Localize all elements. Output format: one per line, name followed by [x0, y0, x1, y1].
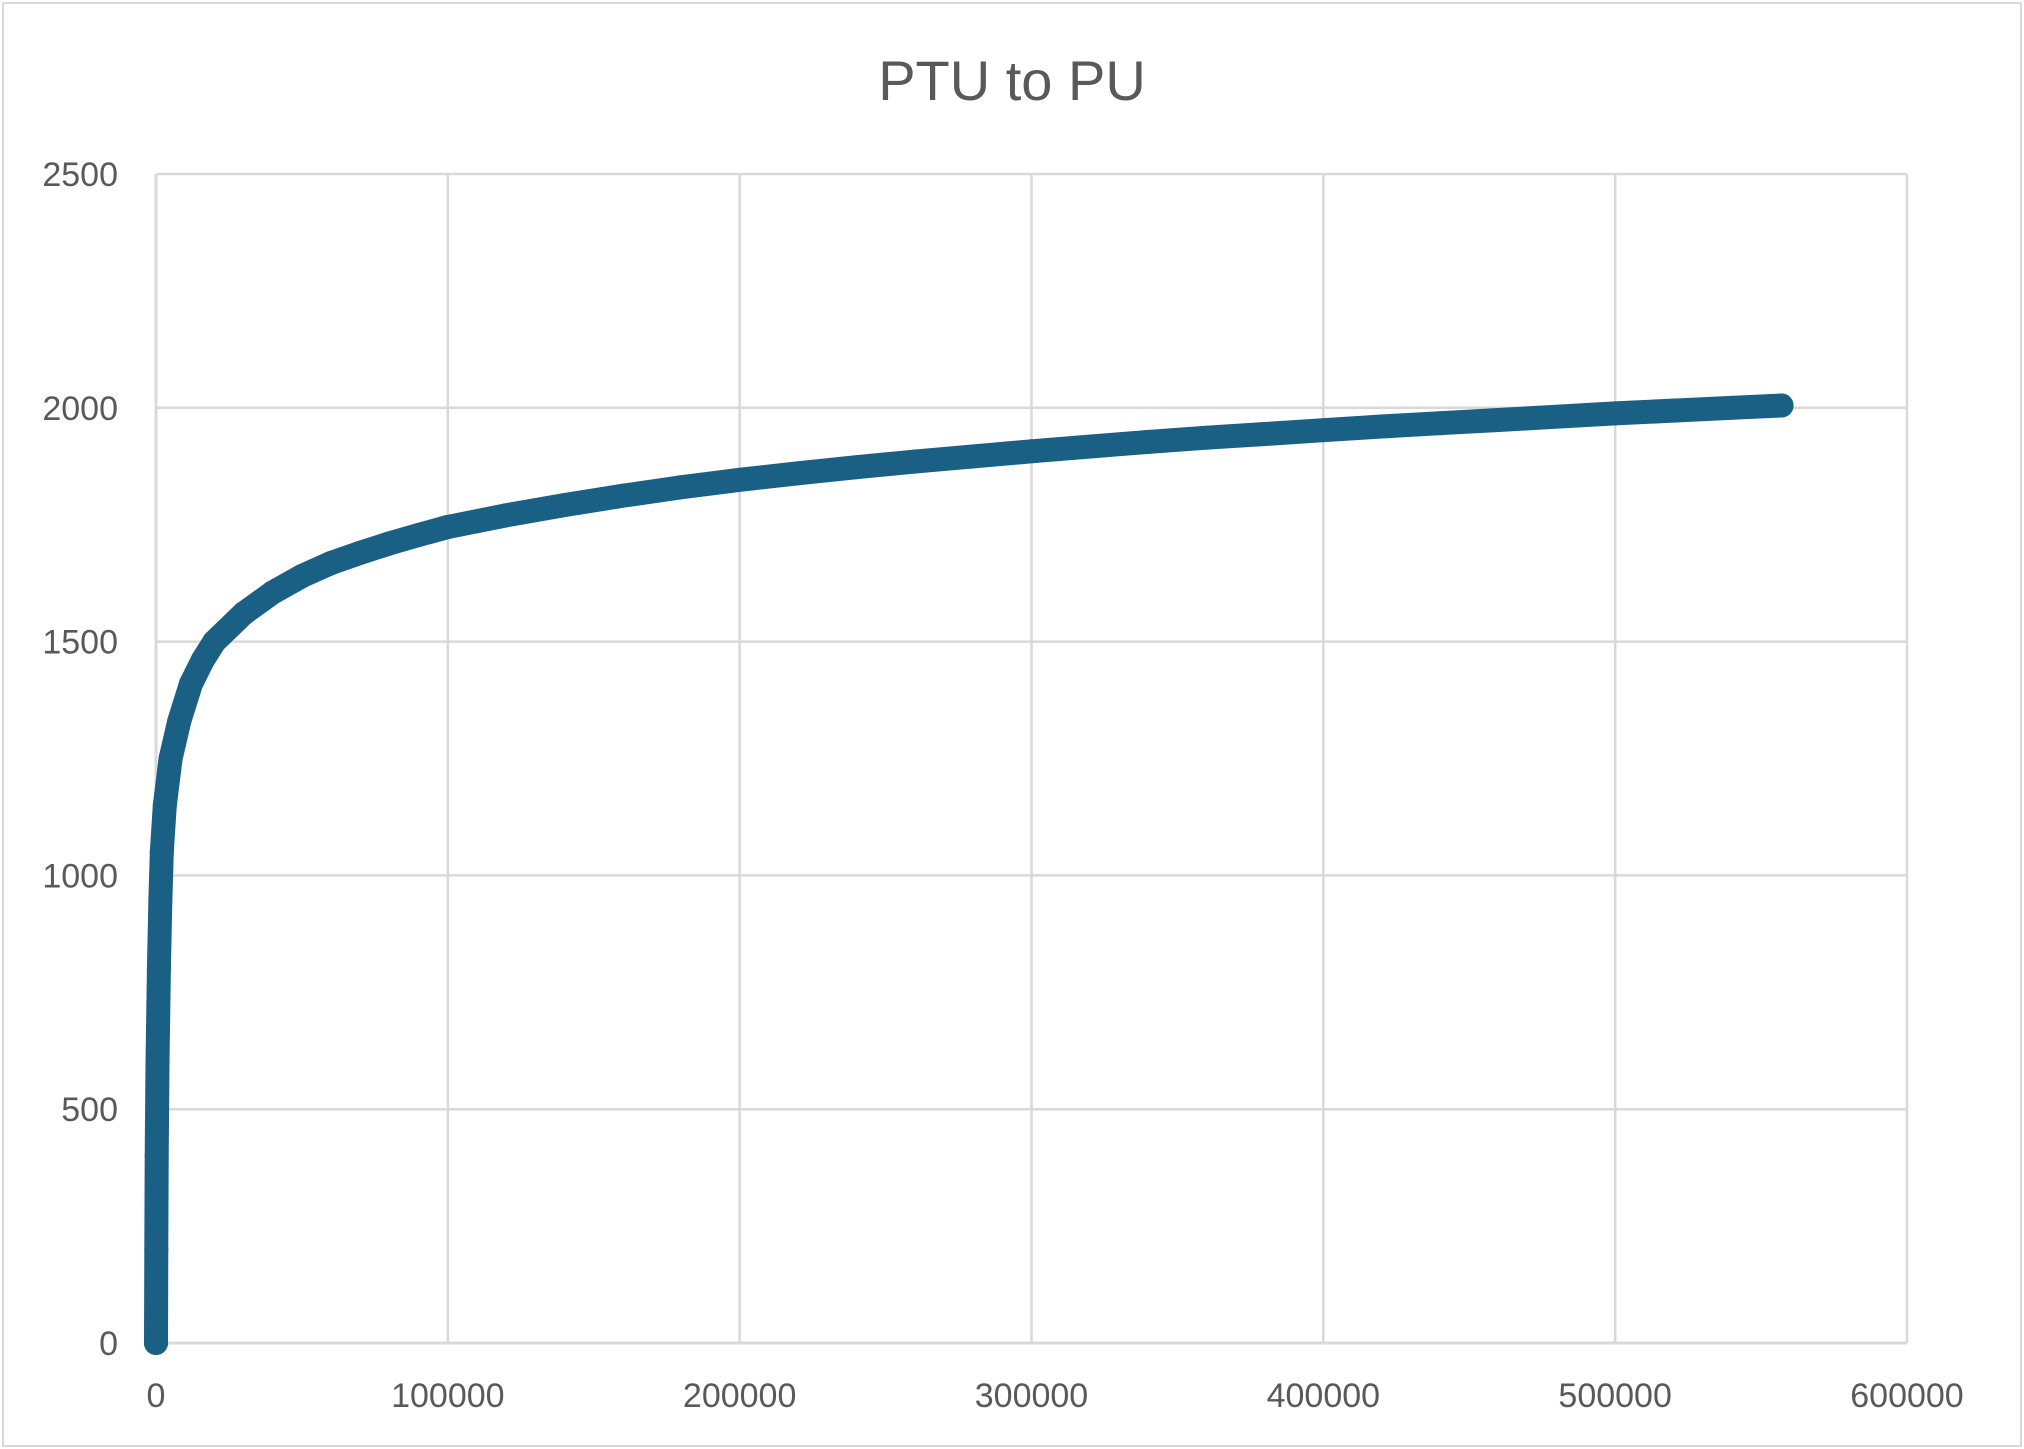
- y-tick-label: 1500: [42, 624, 118, 662]
- data-point: [1194, 425, 1219, 450]
- data-point: [145, 1050, 170, 1075]
- y-tick-label: 1000: [42, 857, 118, 895]
- data-point: [727, 467, 752, 492]
- data-point: [149, 840, 174, 864]
- y-tick-label: 500: [61, 1091, 118, 1129]
- y-tick-label: 2500: [42, 156, 118, 194]
- data-point: [1311, 418, 1336, 443]
- data-point: [1486, 408, 1511, 432]
- x-tick-label: 500000: [1558, 1377, 1671, 1415]
- data-point: [1603, 401, 1628, 426]
- data-point: [494, 503, 519, 528]
- data-point: [1769, 393, 1794, 418]
- x-tick-label: 0: [147, 1377, 166, 1415]
- data-point: [1369, 414, 1394, 439]
- x-tick-label: 400000: [1267, 1377, 1380, 1415]
- data-point: [231, 601, 256, 626]
- series-layer: [144, 393, 1794, 1355]
- data-point: [148, 886, 173, 911]
- y-tick-label: 0: [99, 1325, 118, 1363]
- grid-layer: [154, 172, 1909, 1345]
- data-point: [319, 551, 344, 575]
- data-point: [1019, 439, 1044, 464]
- data-point: [144, 1144, 169, 1168]
- label-layer: 0 100000 200000 300000 400000 500000 600000 0 50…: [42, 156, 1963, 1415]
- data-point: [1544, 404, 1569, 429]
- data-point: [406, 523, 431, 547]
- x-tick-label: 100000: [391, 1377, 504, 1415]
- data-point: [1253, 422, 1277, 446]
- x-tick-label: 300000: [975, 1377, 1088, 1415]
- data-point: [144, 1331, 168, 1355]
- data-point: [146, 956, 171, 981]
- data-point: [902, 449, 927, 474]
- data-point: [289, 564, 314, 589]
- chart-svg: 0 100000 200000 300000 400000 500000 600000 0 50…: [42, 49, 1963, 1415]
- data-point: [435, 515, 460, 539]
- data-point: [786, 461, 810, 486]
- data-point: [158, 746, 183, 771]
- data-point: [669, 475, 694, 500]
- data-point: [961, 444, 986, 469]
- data-point: [202, 629, 227, 654]
- data-point: [348, 540, 373, 565]
- data-point: [1428, 411, 1453, 436]
- data-point: [377, 531, 402, 556]
- data-point: [179, 671, 203, 696]
- data-point: [167, 709, 192, 734]
- data-point: [844, 455, 869, 480]
- data-point: [144, 1237, 169, 1262]
- x-tick-label: 600000: [1850, 1377, 1963, 1415]
- data-point: [1661, 398, 1686, 423]
- data-point: [610, 483, 635, 508]
- chart-title: PTU to PU: [878, 49, 1146, 112]
- data-point: [260, 580, 285, 605]
- data-point: [1077, 434, 1102, 459]
- data-point: [190, 648, 215, 673]
- data-point: [552, 493, 577, 518]
- y-tick-label: 2000: [42, 390, 118, 428]
- data-point: [1719, 395, 1744, 420]
- data-point: [152, 793, 177, 818]
- x-tick-label: 200000: [683, 1377, 796, 1415]
- data-point: [1136, 429, 1161, 454]
